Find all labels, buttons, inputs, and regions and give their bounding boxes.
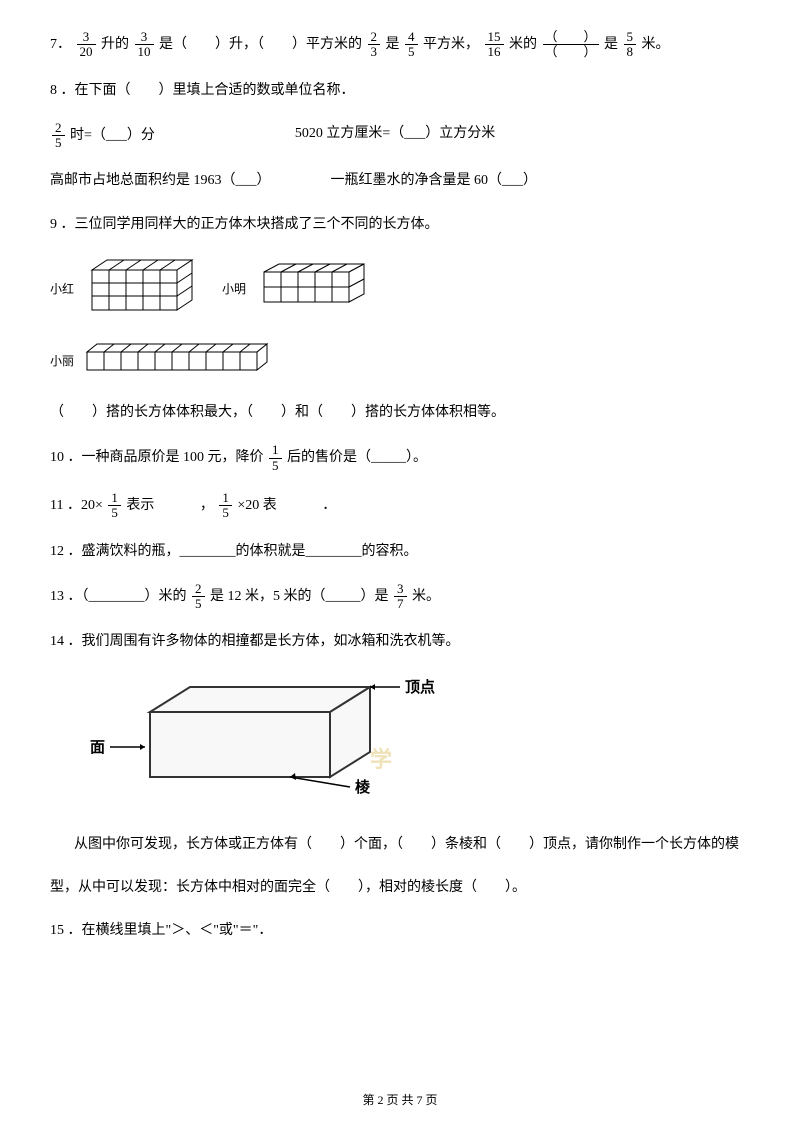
question-8: 8 ．在下面（ ）里填上合适的数或单位名称．	[50, 78, 750, 103]
page-footer: 第 2 页 共 7 页	[0, 1090, 800, 1112]
question-8-sub2: 高邮市占地总面积约是 1963（___） 一瓶红墨水的净含量是 60（___）	[50, 168, 750, 193]
text: ．三位同学用同样大的正方体木块搭成了三个不同的长方体。	[61, 217, 439, 232]
q-num: 13	[50, 589, 64, 604]
question-15: 15 ．在横线里填上"＞、＜"或"＝"．	[50, 918, 750, 943]
question-7: 7． 320 升的 310 是（ ）升，（ ）平方米的 23 是 45 平方米，…	[50, 30, 750, 60]
label-face: 面	[90, 739, 105, 756]
text: 后的售价是（_____）。	[287, 450, 427, 465]
question-14-t3: 型，从中可以发现：长方体中相对的面完全（ ），相对的棱长度（ ）。	[50, 875, 750, 900]
text: 高邮市占地总面积约是 1963（___）	[50, 173, 271, 188]
fraction: 15	[219, 491, 232, 521]
text: （ ）搭的长方体体积最大，（ ）和（ ）搭的长方体体积相等。	[50, 405, 505, 420]
label-xiaoli: 小丽	[50, 351, 74, 373]
q-num: 12	[50, 544, 64, 559]
fraction: 37	[394, 582, 407, 612]
q-num: 11	[50, 498, 63, 513]
question-8-sub: 25 时=（___）分 5020 立方厘米=（___）立方分米	[50, 121, 750, 151]
cuboid-row-2: 小丽	[50, 340, 750, 384]
fraction: 23	[368, 30, 381, 60]
fraction: 15	[108, 491, 121, 521]
text: ×20 表 ．	[237, 498, 336, 513]
cuboid-diagram: 学 学 学 顶点 面 棱	[90, 672, 750, 811]
text: 米。	[642, 37, 670, 52]
text: 米的	[509, 37, 537, 52]
question-14-t2: 从图中你可发现，长方体或正方体有（ ）个面，（ ）条棱和（ ）顶点，请你制作一个…	[50, 832, 750, 857]
label-xiaoming: 小明	[222, 279, 246, 301]
fraction: 1516	[485, 30, 504, 60]
fraction: 15	[269, 443, 282, 473]
question-11: 11 ．20× 15 表示 ， 15 ×20 表 ．	[50, 491, 750, 521]
text: 一瓶红墨水的净含量是 60（___）	[331, 173, 538, 188]
cuboid-xiaoli	[82, 340, 282, 384]
label-vertex: 顶点	[405, 679, 435, 696]
fraction: 25	[192, 582, 205, 612]
text: 表示 ，	[126, 498, 214, 513]
text: 升的	[101, 37, 129, 52]
label-edge: 棱	[355, 778, 371, 796]
blank-fraction: （ ）（ ）	[543, 30, 599, 60]
text: ．我们周围有许多物体的相撞都是长方体，如冰箱和洗衣机等。	[68, 634, 460, 649]
question-10: 10 ．一种商品原价是 100 元，降价 15 后的售价是（_____）。	[50, 443, 750, 473]
q-num: 7	[50, 37, 57, 52]
watermark: 学	[370, 747, 392, 772]
fraction: 320	[77, 30, 96, 60]
text: ．（________）米的	[68, 589, 187, 604]
text: 是	[386, 37, 400, 52]
text: 时=（___）分	[70, 128, 155, 143]
text: 是	[604, 37, 618, 52]
fraction: 58	[624, 30, 637, 60]
q-num: 10	[50, 450, 64, 465]
text: ．在横线里填上"＞、＜"或"＝"．	[68, 923, 273, 938]
cuboid-xiaohong	[82, 255, 202, 324]
q-num: 8	[50, 83, 57, 98]
fraction: 310	[135, 30, 154, 60]
text: 从图中你可发现，长方体或正方体有（ ）个面，（ ）条棱和（ ）顶点，请你制作一个…	[74, 837, 739, 852]
text: ．盛满饮料的瓶，________的体积就是________的容积。	[68, 544, 418, 559]
question-14: 14 ．我们周围有许多物体的相撞都是长方体，如冰箱和洗衣机等。	[50, 629, 750, 654]
text: ．20×	[67, 498, 103, 513]
text: 型，从中可以发现：长方体中相对的面完全（ ），相对的棱长度（ ）。	[50, 880, 526, 895]
q-num: 9	[50, 217, 57, 232]
text: 5020 立方厘米=（___）立方分米	[295, 126, 495, 141]
cuboid-row-1: 小红 小明	[50, 255, 750, 324]
question-13: 13 ．（________）米的 25 是 12 米，5 米的（_____）是 …	[50, 582, 750, 612]
fraction: 45	[405, 30, 418, 60]
text: ．一种商品原价是 100 元，降价	[68, 450, 264, 465]
text: 米。	[412, 589, 440, 604]
text: 是 12 米，5 米的（_____）是	[210, 589, 389, 604]
cuboid-xiaoming	[254, 260, 374, 319]
question-9: 9 ．三位同学用同样大的正方体木块搭成了三个不同的长方体。	[50, 212, 750, 237]
text: 是（ ）升，（ ）平方米的	[159, 37, 362, 52]
label-xiaohong: 小红	[50, 279, 74, 301]
text: ．在下面（ ）里填上合适的数或单位名称．	[61, 83, 355, 98]
text: 平方米，	[423, 37, 479, 52]
q-num: 15	[50, 923, 64, 938]
question-12: 12 ．盛满饮料的瓶，________的体积就是________的容积。	[50, 539, 750, 564]
q-num: 14	[50, 634, 64, 649]
question-9-answer: （ ）搭的长方体体积最大，（ ）和（ ）搭的长方体体积相等。	[50, 400, 750, 425]
fraction: 25	[52, 121, 65, 151]
